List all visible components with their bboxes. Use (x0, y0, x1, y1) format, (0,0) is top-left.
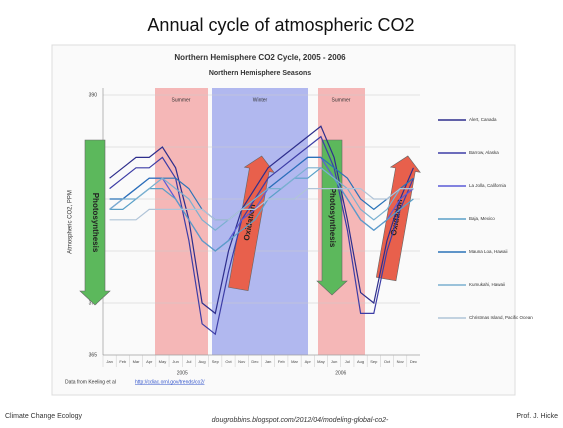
x-tick-label: Dec (410, 359, 417, 364)
series-line (109, 167, 414, 252)
series-line (109, 135, 414, 336)
footer-right: Prof. J. Hicke (516, 413, 558, 420)
series-line (109, 188, 414, 221)
arrow-shape (79, 139, 111, 306)
summer-band (155, 88, 208, 355)
arrow-label: Photosynthesis (91, 193, 100, 253)
source: Data from Keeling et al (65, 379, 116, 385)
x-tick-label: Apr (305, 359, 312, 364)
x-tick-label: Sep (212, 359, 220, 364)
x-tick-label: Feb (119, 359, 127, 364)
x-tick-label: Mar (291, 359, 299, 364)
x-tick-label: May (159, 359, 167, 364)
source-link[interactable]: http://cdiac.ornl.gov/trends/co2/ (135, 379, 205, 385)
y-tick-label: 390 (89, 92, 98, 98)
x-tick-label: Jan (265, 359, 271, 364)
x-tick-label: Feb (278, 359, 286, 364)
process-arrow: Photosynthesis (316, 139, 348, 296)
x-tick-label: Aug (199, 359, 206, 364)
chart-subtitle: Northern Hemisphere Seasons (209, 70, 311, 77)
series-line (109, 125, 414, 315)
season-label: Summer (172, 97, 191, 103)
legend-label: Alert, Canada (469, 117, 497, 122)
x-tick-label: Sep (370, 359, 378, 364)
year-label: 2005 (177, 370, 188, 376)
x-tick-label: Jan (106, 359, 112, 364)
x-tick-label: Jul (186, 359, 191, 364)
slide-title: Annual cycle of atmospheric CO2 (147, 15, 414, 35)
x-tick-label: Mar (133, 359, 141, 364)
x-tick-label: Nov (238, 359, 245, 364)
footer-center: dougrobbins.blogspot.com/2012/04/modelin… (212, 417, 389, 424)
legend-label: La Jolla, California (469, 183, 507, 188)
chart-title: Northern Hemisphere CO2 Cycle, 2005 - 20… (174, 53, 346, 62)
legend-label: Christmas Island, Pacific Ocean (469, 315, 533, 320)
legend-label: Baja, Mexico (469, 216, 495, 221)
x-tick-label: May (317, 359, 325, 364)
legend-label: Kumukahi, Hawaii (469, 282, 505, 287)
x-tick-label: Jun (172, 359, 178, 364)
x-tick-label: Jun (331, 359, 337, 364)
x-tick-label: Apr (146, 359, 153, 364)
arrow-label: Photosynthesis (328, 188, 337, 248)
season-label: Winter (253, 97, 268, 103)
x-tick-label: Oct (225, 359, 232, 364)
x-tick-label: Aug (357, 359, 364, 364)
footer-left: Climate Change Ecology (5, 413, 83, 420)
series-line (109, 167, 414, 231)
x-tick-label: Nov (397, 359, 404, 364)
legend-label: Barrow, Alaska (469, 150, 499, 155)
x-tick-label: Jul (345, 359, 350, 364)
legend-label: Mauna Loa, Hawaii (469, 249, 508, 254)
arrow-shape (316, 139, 348, 296)
process-arrow: Photosynthesis (79, 139, 111, 306)
x-tick-label: Dec (251, 359, 258, 364)
x-tick-label: Oct (384, 359, 391, 364)
y-axis-label: Atmospheric CO2, PPM (68, 190, 74, 254)
year-label: 2006 (335, 370, 346, 376)
y-tick-label: 365 (89, 352, 98, 358)
season-label: Summer (332, 97, 351, 103)
